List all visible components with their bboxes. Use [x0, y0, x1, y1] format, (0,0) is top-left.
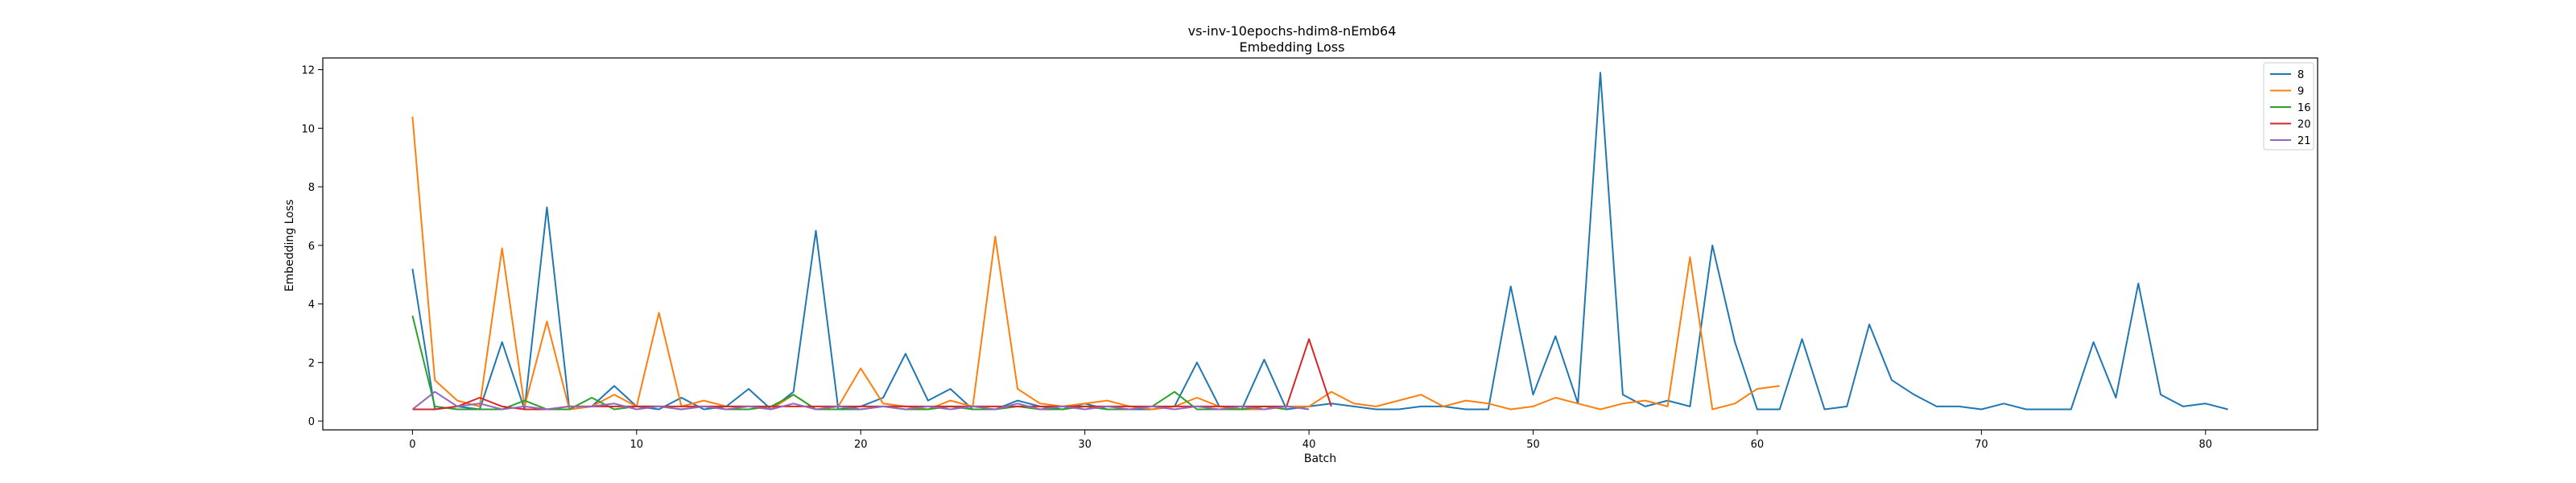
x-axis-label: Batch	[1304, 452, 1336, 465]
x-tick-label: 80	[2199, 439, 2213, 451]
y-tick-label: 8	[308, 182, 315, 194]
x-tick-label: 0	[409, 439, 415, 451]
legend-label: 9	[2297, 86, 2304, 98]
x-tick-label: 10	[630, 439, 644, 451]
series-line-21	[411, 390, 1310, 411]
y-tick-label: 10	[301, 123, 315, 135]
y-tick-label: 0	[308, 416, 315, 428]
x-tick-label: 20	[854, 439, 868, 451]
chart-title: vs-inv-10epochs-hdim8-nEmb64	[1188, 23, 1397, 39]
series-line-8	[411, 72, 2228, 411]
legend-label: 16	[2297, 102, 2311, 114]
y-tick-label: 2	[308, 357, 315, 369]
legend-label: 8	[2297, 69, 2304, 81]
y-tick-label: 12	[301, 65, 315, 77]
legend-label: 21	[2297, 135, 2311, 147]
axis-ticks: 0 10 20 30 40 50 60 70 80 0 2 4 6 8 10 12	[301, 65, 2212, 451]
y-axis-label: Embedding Loss	[283, 200, 296, 292]
x-tick-label: 50	[1526, 439, 1540, 451]
series-line-9	[411, 116, 1780, 411]
x-tick-label: 30	[1078, 439, 1092, 451]
x-tick-label: 40	[1302, 439, 1316, 451]
y-tick-label: 6	[308, 241, 315, 253]
legend-label: 20	[2297, 119, 2311, 131]
y-tick-label: 4	[308, 299, 315, 312]
series-line-16	[411, 315, 1287, 411]
chart-subtitle: Embedding Loss	[1240, 39, 1345, 55]
x-tick-label: 60	[1751, 439, 1765, 451]
x-tick-label: 70	[1975, 439, 1988, 451]
plot-lines	[411, 72, 2228, 411]
legend: 8 9 16 20 21	[2263, 62, 2314, 151]
plot-frame	[322, 57, 2318, 431]
